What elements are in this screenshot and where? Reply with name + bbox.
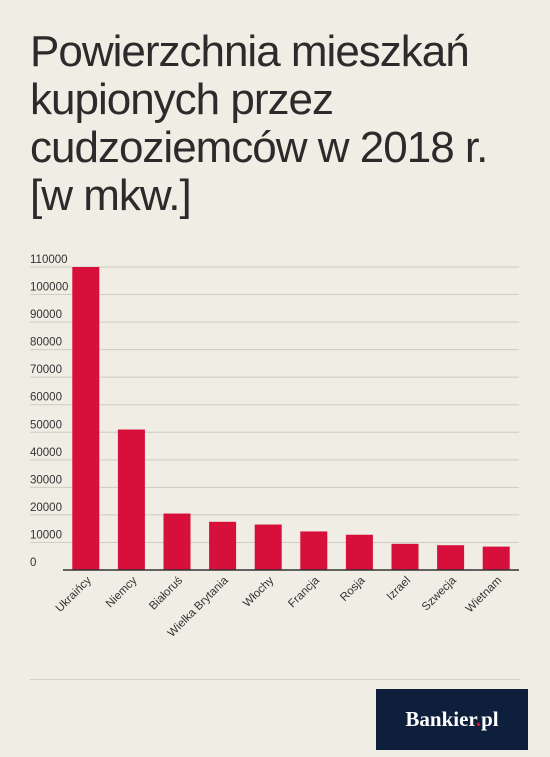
chart-title: Powierzchnia mieszkań kupionych przez cu… — [30, 27, 488, 220]
x-tick-label: Białoruś — [147, 574, 185, 612]
bar — [345, 534, 373, 570]
bar — [117, 429, 145, 570]
bar — [391, 543, 419, 570]
logo-text: Bankier.pl — [405, 707, 499, 731]
y-tick-label: 20000 — [30, 502, 62, 514]
x-tick-label: Rosja — [338, 574, 368, 604]
y-tick-label: 40000 — [30, 447, 62, 459]
y-tick-label: 50000 — [30, 419, 62, 431]
y-tick-label: 10000 — [30, 529, 62, 541]
x-tick-label: Izrael — [385, 575, 413, 603]
y-tick-label: 90000 — [30, 309, 62, 321]
x-tick-label: Niemcy — [104, 574, 140, 610]
bar — [300, 531, 328, 570]
y-axis-ticks: 0 10000 20000 30000 40000 50000 60000 70000 8000… — [30, 254, 68, 569]
y-tick-label: 110000 — [30, 254, 68, 266]
bar — [72, 267, 100, 570]
grid-lines — [30, 266, 519, 543]
bar — [163, 513, 191, 570]
y-tick-label: 100000 — [30, 282, 68, 294]
bar — [437, 545, 465, 570]
bankier-logo: Bankier.pl — [376, 689, 528, 750]
y-tick-label: 60000 — [30, 392, 62, 404]
bar — [254, 524, 282, 570]
x-tick-label: Francja — [286, 574, 322, 610]
x-tick-label: Szwecja — [420, 574, 459, 613]
footer-divider — [30, 679, 520, 680]
y-tick-label: 0 — [30, 557, 36, 569]
x-tick-label: Wietnam — [464, 575, 505, 616]
bar — [482, 546, 510, 570]
y-tick-label: 30000 — [30, 474, 62, 486]
x-tick-label: Ukraińcy — [54, 574, 94, 614]
y-tick-label: 80000 — [30, 337, 62, 349]
x-tick-label: Włochy — [241, 574, 276, 609]
y-tick-label: 70000 — [30, 364, 62, 376]
bars — [72, 267, 510, 570]
bar — [209, 521, 237, 570]
bar-chart: 0 10000 20000 30000 40000 50000 60000 70000 8000… — [30, 254, 519, 640]
